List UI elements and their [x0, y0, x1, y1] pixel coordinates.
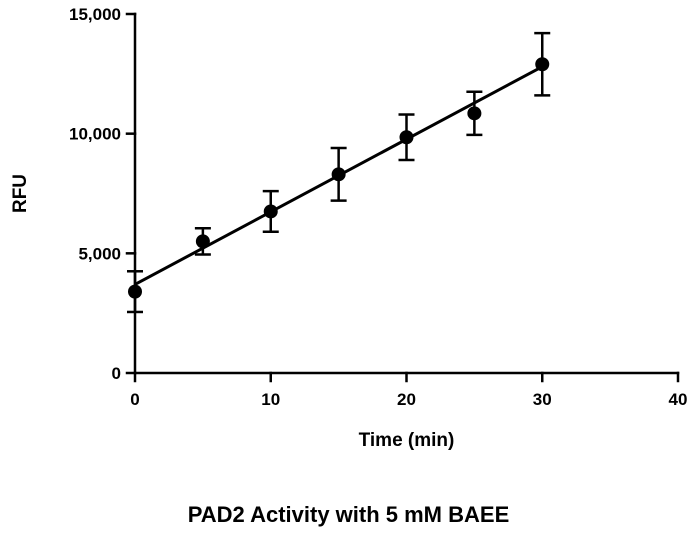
y-tick-label: 5,000 [78, 244, 121, 263]
data-point [128, 284, 142, 299]
data-point [399, 130, 414, 145]
x-axis-label: Time (min) [359, 430, 455, 451]
y-tick-label: 10,000 [69, 125, 121, 144]
axes [125, 12, 680, 383]
x-tick-label: 20 [397, 390, 416, 409]
y-tick-label: 0 [112, 364, 121, 383]
data-point [467, 106, 482, 121]
data-point [195, 234, 210, 249]
x-tick-label: 0 [130, 390, 139, 409]
data-point [263, 204, 278, 219]
x-tick-label: 40 [669, 390, 688, 409]
chart: 0 10 20 30 40 0 5,000 10,000 15,000 Time (min) R… [10, 5, 687, 451]
x-tick-label: 30 [533, 390, 552, 409]
data-points [128, 57, 550, 299]
y-axis-label: RFU [10, 174, 31, 213]
data-point [331, 167, 346, 182]
tick-labels: 0 10 20 30 40 0 5,000 10,000 15,000 [69, 5, 687, 409]
chart-title: PAD2 Activity with 5 mM BAEE [187, 502, 510, 527]
x-tick-label: 10 [261, 390, 280, 409]
y-tick-label: 15,000 [69, 5, 121, 24]
data-point [535, 57, 550, 72]
